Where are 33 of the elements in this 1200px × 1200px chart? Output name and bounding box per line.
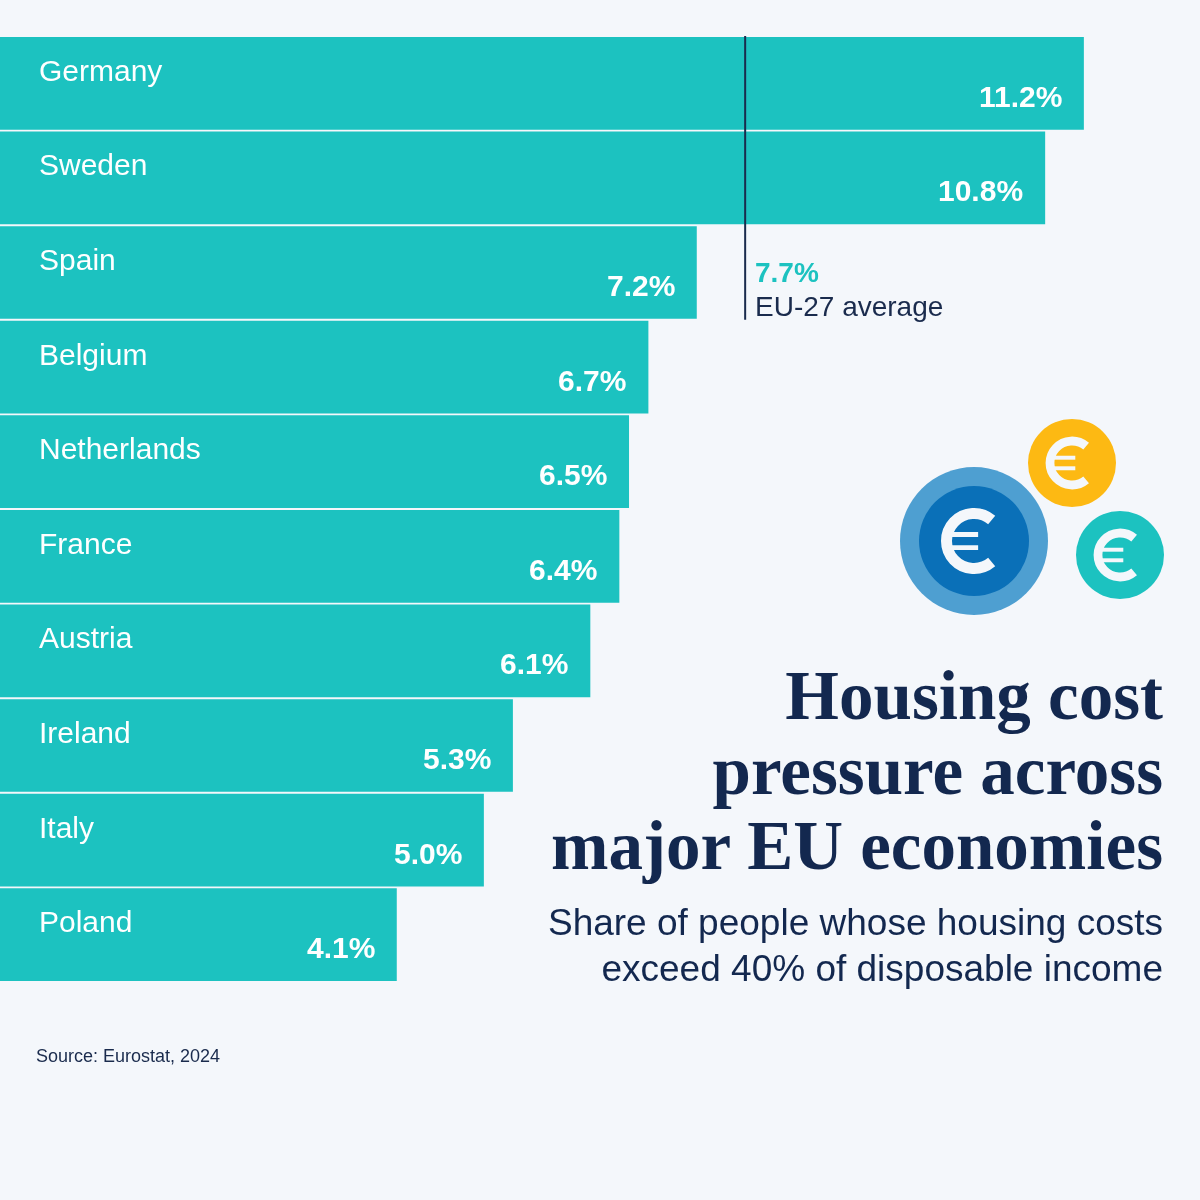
data-label: 10.8% <box>938 174 1024 207</box>
bar <box>0 793 484 887</box>
data-label: 11.2% <box>979 80 1063 113</box>
bar <box>0 509 620 603</box>
y-tick-label: Italy <box>39 810 95 844</box>
data-label: 6.5% <box>539 458 608 491</box>
data-label: 7.2% <box>607 269 676 302</box>
bar <box>0 699 513 792</box>
data-label: 5.3% <box>423 742 492 775</box>
y-tick-label: Spain <box>39 243 116 276</box>
bar <box>0 888 397 982</box>
text: Share of people whose housing costs exceed 40% of disposable income <box>546 901 1163 991</box>
data-label: 4.1% <box>307 931 376 964</box>
y-tick-label: Ireland <box>39 716 131 749</box>
bar <box>0 131 1046 225</box>
bar <box>0 226 697 319</box>
y-tick-label: Netherlands <box>39 432 201 466</box>
bar <box>0 36 1084 130</box>
source-note: Source: Eurostat, 2024 <box>36 1046 221 1067</box>
y-tick-label: Austria <box>39 621 133 655</box>
y-tick-label: Sweden <box>39 148 148 182</box>
y-tick-label: France <box>39 526 133 560</box>
data-label: 6.7% <box>558 364 627 397</box>
y-tick-label: Poland <box>39 905 133 939</box>
bar <box>0 320 649 414</box>
bar <box>0 604 591 698</box>
y-tick-label: Belgium <box>39 337 148 371</box>
data-label: 5.0% <box>394 837 463 870</box>
y-tick-label: Germany <box>39 53 163 87</box>
ref-line-label: EU-27 average <box>755 291 944 322</box>
bar <box>0 415 630 509</box>
data-label: 6.4% <box>529 553 598 586</box>
annotation: 7.7% <box>755 257 819 288</box>
